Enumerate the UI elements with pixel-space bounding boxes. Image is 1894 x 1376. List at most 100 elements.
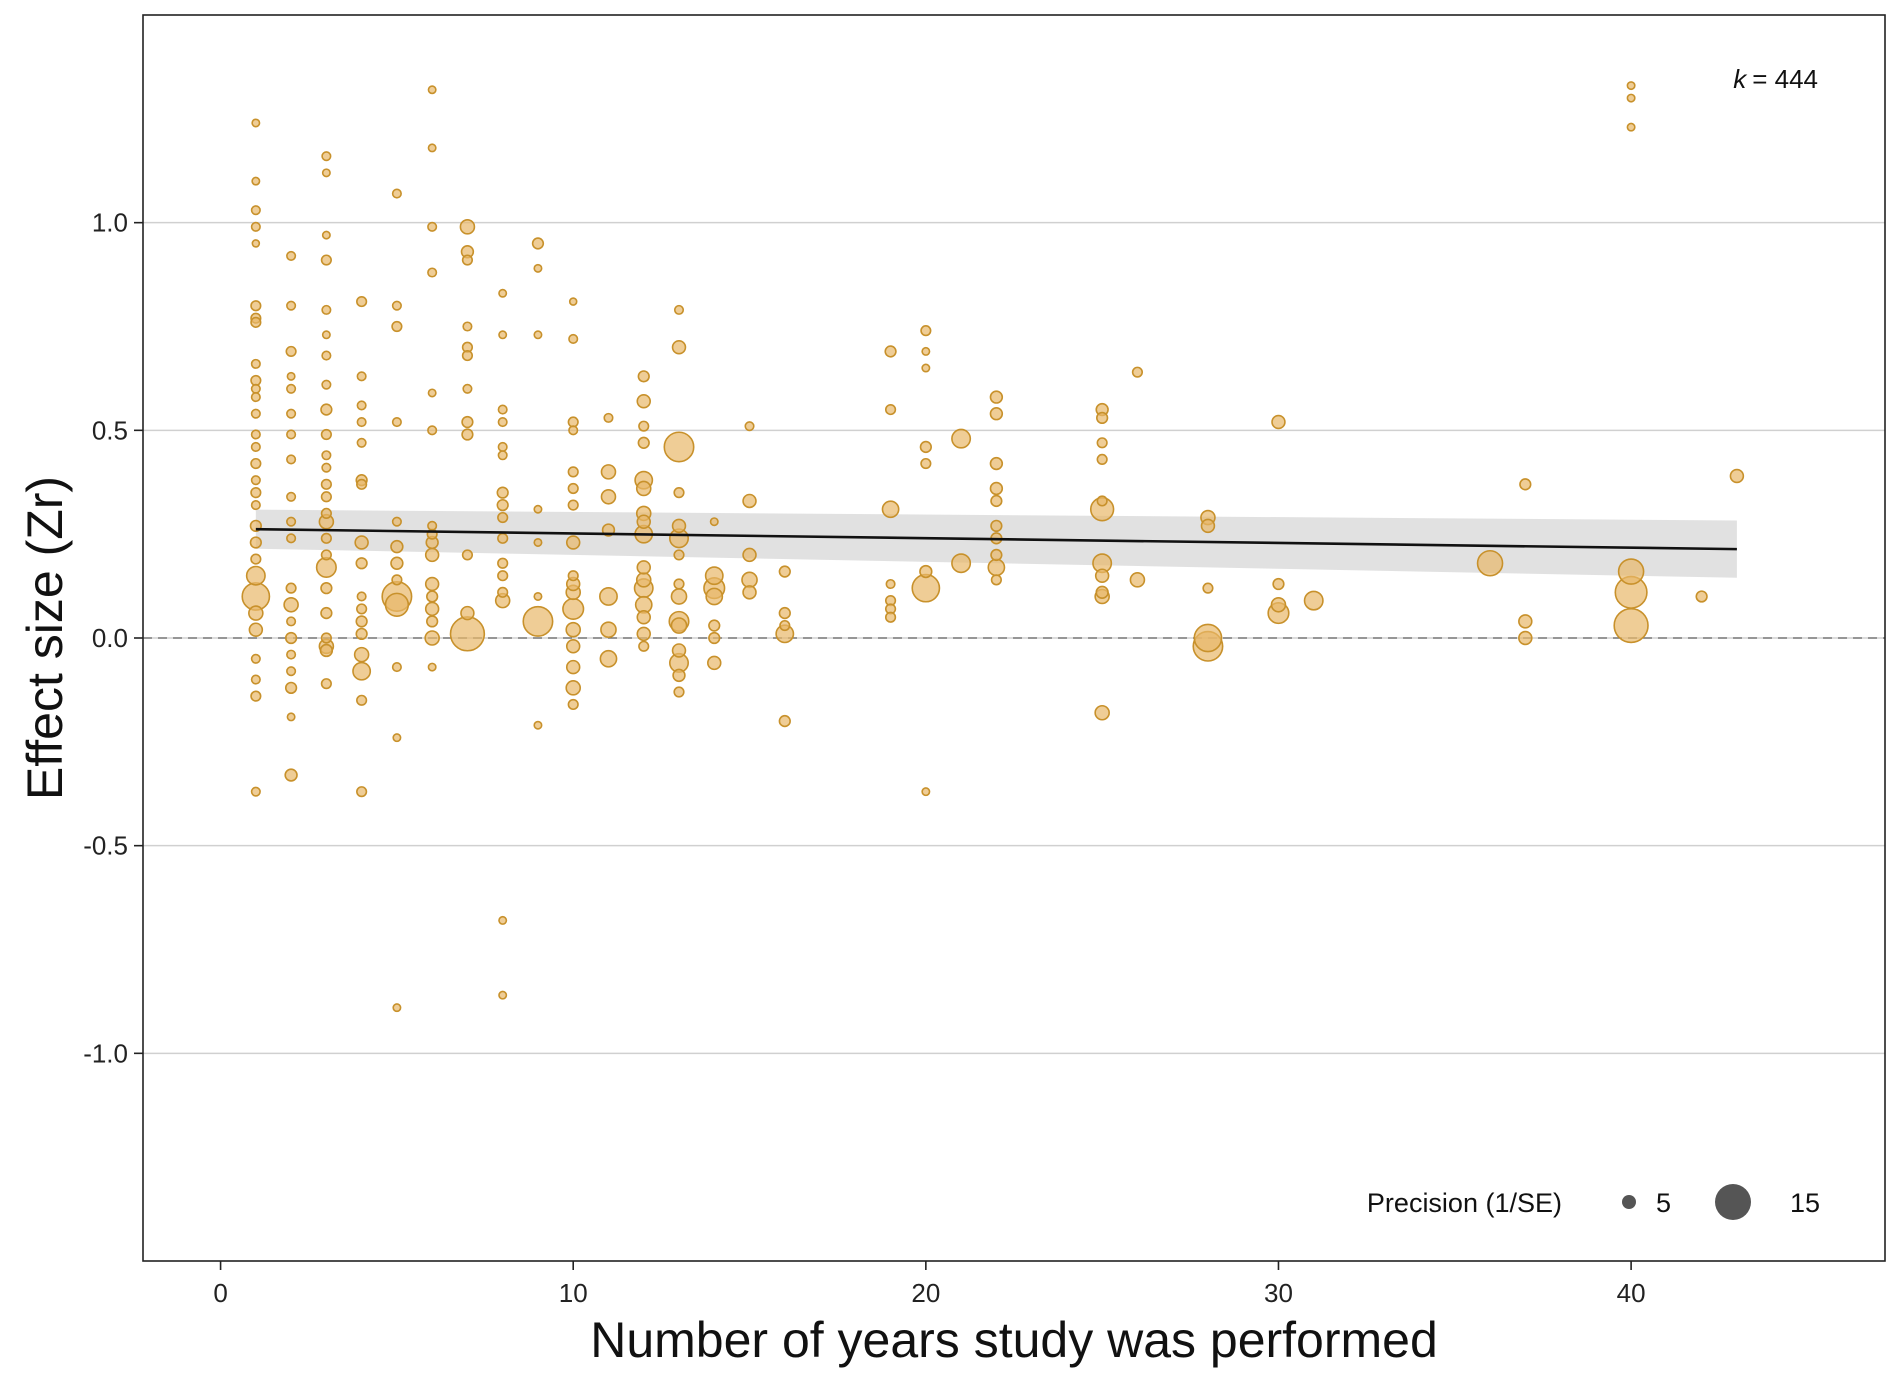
data-point — [778, 714, 791, 728]
data-point — [1271, 414, 1286, 430]
data-point — [286, 533, 297, 544]
data-point — [533, 330, 543, 340]
data-point — [320, 606, 333, 620]
data-point — [356, 371, 367, 382]
data-point — [427, 388, 437, 398]
data-point — [673, 549, 685, 561]
y-axis-title: Effect size (Zr) — [17, 476, 73, 800]
data-point — [522, 605, 554, 637]
k-annotation-value: = 444 — [1752, 64, 1818, 94]
data-point — [1303, 590, 1324, 611]
data-point — [250, 653, 261, 664]
data-point — [249, 536, 262, 549]
data-point — [497, 441, 508, 452]
data-point — [461, 415, 474, 429]
data-point — [355, 615, 368, 628]
data-point — [320, 632, 332, 644]
data-point — [671, 518, 687, 534]
data-point — [251, 239, 261, 248]
data-point — [884, 611, 897, 623]
data-point — [1095, 585, 1109, 600]
data-point — [663, 431, 695, 463]
data-point — [424, 630, 440, 646]
data-point — [920, 457, 932, 470]
data-point — [355, 557, 368, 570]
data-point — [427, 267, 438, 278]
data-point — [319, 643, 334, 658]
regression-line — [255, 527, 1737, 551]
data-point — [568, 333, 579, 345]
data-point — [384, 592, 410, 617]
data-point — [778, 606, 791, 620]
data-point — [285, 582, 297, 594]
data-point — [562, 597, 585, 621]
y-tick-label: 0.0 — [92, 623, 128, 653]
data-point — [600, 488, 617, 505]
data-point — [1272, 577, 1285, 591]
data-point — [355, 627, 368, 640]
data-point — [673, 487, 685, 499]
data-point — [352, 661, 372, 681]
data-point — [920, 325, 932, 337]
data-point — [990, 574, 1002, 586]
data-point — [286, 712, 296, 722]
data-point — [600, 621, 617, 639]
data-point — [320, 532, 332, 544]
y-axis-ticks: -1.0 -0.5 0.0 0.5 1.0 — [83, 208, 143, 1068]
data-point — [286, 429, 297, 440]
data-point — [921, 346, 931, 356]
data-point — [462, 321, 473, 332]
data-point — [533, 263, 543, 273]
data-point — [496, 498, 509, 512]
data-point — [990, 548, 1003, 562]
data-point — [250, 457, 262, 470]
data-point — [565, 639, 581, 654]
data-point — [884, 345, 897, 358]
data-point — [533, 591, 543, 601]
data-point — [461, 349, 474, 362]
data-point — [321, 330, 331, 340]
data-point — [673, 686, 685, 698]
data-point — [989, 456, 1004, 471]
data-point — [1094, 568, 1110, 583]
data-point — [672, 668, 686, 683]
data-point — [356, 478, 368, 490]
x-axis-title: Number of years study was performed — [590, 1312, 1438, 1368]
data-point — [250, 408, 261, 419]
data-point — [600, 464, 617, 480]
data-point — [921, 787, 931, 797]
y-tick-label: 1.0 — [92, 208, 128, 238]
data-point — [636, 394, 651, 409]
data-point — [286, 250, 297, 261]
data-point — [286, 491, 297, 502]
data-point — [320, 478, 332, 490]
data-point — [320, 582, 333, 595]
data-point — [1131, 366, 1144, 378]
data-point — [284, 681, 298, 694]
data-point — [884, 403, 897, 416]
data-point — [565, 680, 582, 696]
x-axis-ticks: 0 10 20 30 40 — [213, 1261, 1646, 1308]
data-point — [635, 572, 652, 588]
data-point — [497, 450, 508, 461]
data-point — [250, 316, 262, 328]
data-point — [567, 466, 579, 478]
data-point — [1096, 411, 1109, 425]
data-point — [286, 454, 297, 465]
data-point — [315, 556, 337, 578]
data-point — [636, 626, 651, 642]
data-point — [498, 990, 508, 1000]
data-point — [286, 516, 297, 527]
data-point — [990, 519, 1003, 533]
data-point — [356, 295, 368, 308]
data-point — [497, 586, 509, 598]
data-point — [427, 85, 437, 95]
data-point — [250, 392, 261, 403]
data-point — [283, 596, 299, 613]
data-point — [707, 655, 722, 671]
data-point — [498, 330, 508, 340]
data-point — [427, 662, 437, 672]
data-point — [1613, 607, 1649, 644]
data-point — [990, 494, 1003, 508]
